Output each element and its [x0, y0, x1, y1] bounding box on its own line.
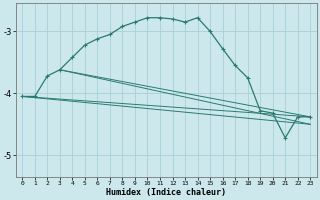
X-axis label: Humidex (Indice chaleur): Humidex (Indice chaleur)	[106, 188, 226, 197]
